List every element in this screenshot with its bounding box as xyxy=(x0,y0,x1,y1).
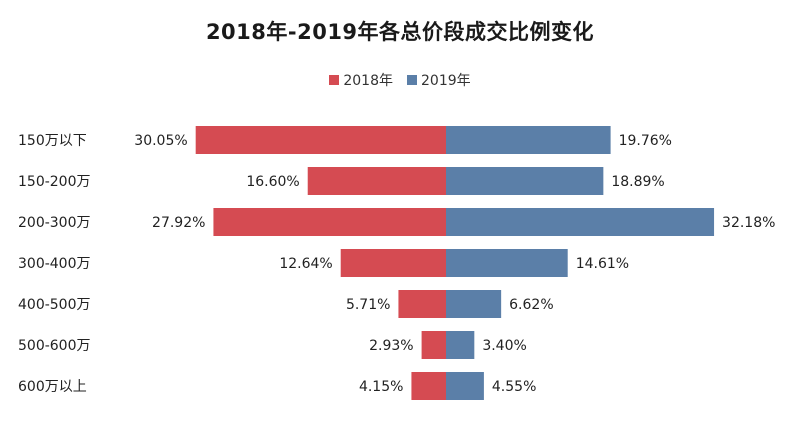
category-label-1: 150-200万 xyxy=(18,174,91,190)
legend-entry-2018: 2018年 xyxy=(329,70,393,90)
bar-2019-1 xyxy=(446,167,604,195)
value-label-2018-3: 12.64% xyxy=(279,256,332,272)
value-label-2018-2: 27.92% xyxy=(152,215,205,231)
category-label-6: 600万以上 xyxy=(18,379,87,395)
value-label-2019-6: 4.55% xyxy=(492,379,536,395)
value-label-2018-0: 30.05% xyxy=(134,133,187,149)
legend-label-2019: 2019年 xyxy=(421,73,471,89)
bar-2018-5 xyxy=(421,331,446,359)
bar-2018-4 xyxy=(398,290,446,318)
bar-2019-6 xyxy=(446,372,484,400)
category-label-3: 300-400万 xyxy=(18,256,91,272)
value-label-2018-1: 16.60% xyxy=(246,174,299,190)
bar-2019-2 xyxy=(446,208,715,236)
bar-2018-0 xyxy=(195,126,446,154)
category-label-0: 150万以下 xyxy=(18,133,87,149)
legend: 2018年 2019年 xyxy=(0,70,800,90)
value-label-2018-4: 5.71% xyxy=(346,297,390,313)
legend-label-2018: 2018年 xyxy=(343,73,393,89)
category-label-4: 400-500万 xyxy=(18,297,91,313)
category-label-5: 500-600万 xyxy=(18,338,91,354)
legend-entry-2019: 2019年 xyxy=(407,70,471,90)
legend-swatch-2019 xyxy=(407,75,417,85)
bar-2018-6 xyxy=(411,372,446,400)
value-label-2019-5: 3.40% xyxy=(482,338,526,354)
bar-2019-3 xyxy=(446,249,568,277)
value-label-2019-4: 6.62% xyxy=(509,297,553,313)
value-label-2019-0: 19.76% xyxy=(619,133,672,149)
bar-2019-4 xyxy=(446,290,502,318)
category-label-2: 200-300万 xyxy=(18,215,91,231)
bar-2018-3 xyxy=(340,249,446,277)
bar-2018-2 xyxy=(213,208,446,236)
value-label-2019-1: 18.89% xyxy=(611,174,664,190)
bar-2018-1 xyxy=(307,167,446,195)
bar-2019-0 xyxy=(446,126,611,154)
legend-swatch-2018 xyxy=(329,75,340,85)
bar-2019-5 xyxy=(446,331,475,359)
value-label-2018-5: 2.93% xyxy=(369,338,413,354)
value-label-2018-6: 4.15% xyxy=(359,379,403,395)
chart-title: 2018年-2019年各总价段成交比例变化 xyxy=(205,20,595,44)
value-label-2019-3: 14.61% xyxy=(576,256,629,272)
value-label-2019-2: 32.18% xyxy=(722,215,775,231)
